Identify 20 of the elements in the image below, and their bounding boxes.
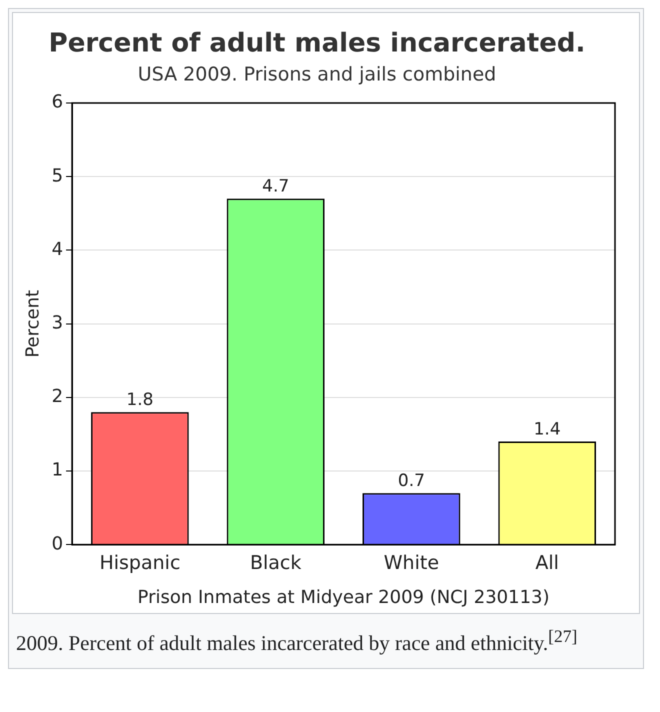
y-tick-label: 4 — [52, 238, 64, 260]
y-tick-label: 6 — [52, 92, 64, 113]
y-tick-label: 2 — [52, 386, 64, 408]
data-label: 1.4 — [534, 419, 561, 440]
y-tick-label: 0 — [52, 533, 64, 554]
text: 2009. Percent of adult males incarcerated by race and ethnicity.$^{[27]}$ — [15, 625, 578, 657]
x-tick-label: Black — [250, 552, 302, 574]
chart-title: Percent of adult males incarcerated. — [48, 28, 586, 58]
data-label: 4.7 — [262, 176, 290, 197]
x-tick-label: Hispanic — [99, 552, 180, 574]
y-axis-title: Percent — [22, 290, 44, 358]
data-label: 1.8 — [126, 390, 154, 410]
y-tick-label: 3 — [52, 312, 64, 334]
x-axis-title: Prison Inmates at Midyear 2009 (NCJ 230113) — [138, 586, 550, 608]
x-tick-label: White — [384, 552, 440, 574]
data-label: 0.7 — [398, 471, 425, 491]
x-tick-label: All — [535, 552, 559, 574]
y-tick-label: 5 — [52, 165, 64, 186]
y-tick-label: 1 — [52, 460, 64, 481]
chart-subtitle: USA 2009. Prisons and jails combined — [138, 64, 496, 86]
